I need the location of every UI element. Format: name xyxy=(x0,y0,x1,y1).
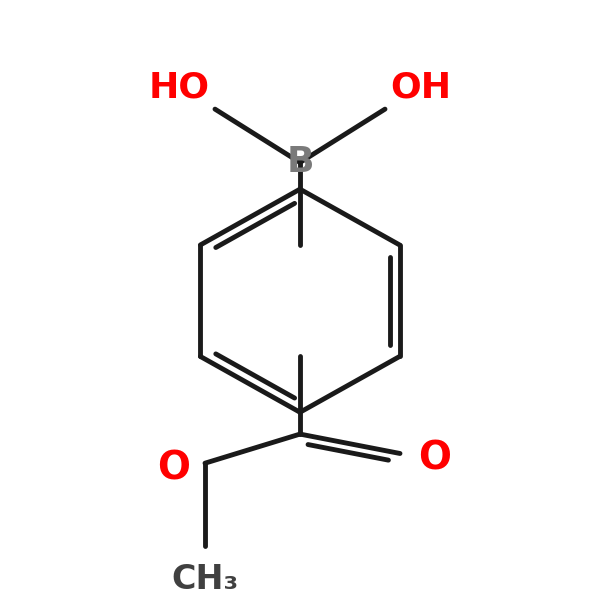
Text: CH₃: CH₃ xyxy=(172,563,239,596)
Text: O: O xyxy=(157,449,190,487)
Text: O: O xyxy=(418,439,451,478)
Text: B: B xyxy=(286,145,314,179)
Text: HO: HO xyxy=(149,70,210,104)
Text: OH: OH xyxy=(390,70,451,104)
